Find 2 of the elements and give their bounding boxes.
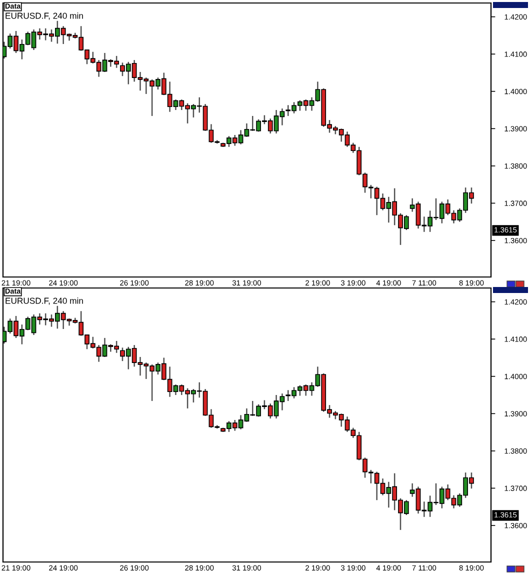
text: EURUSD.F, 240 min	[6, 297, 83, 305]
text: EURUSD.F, 240 min	[6, 12, 83, 20]
